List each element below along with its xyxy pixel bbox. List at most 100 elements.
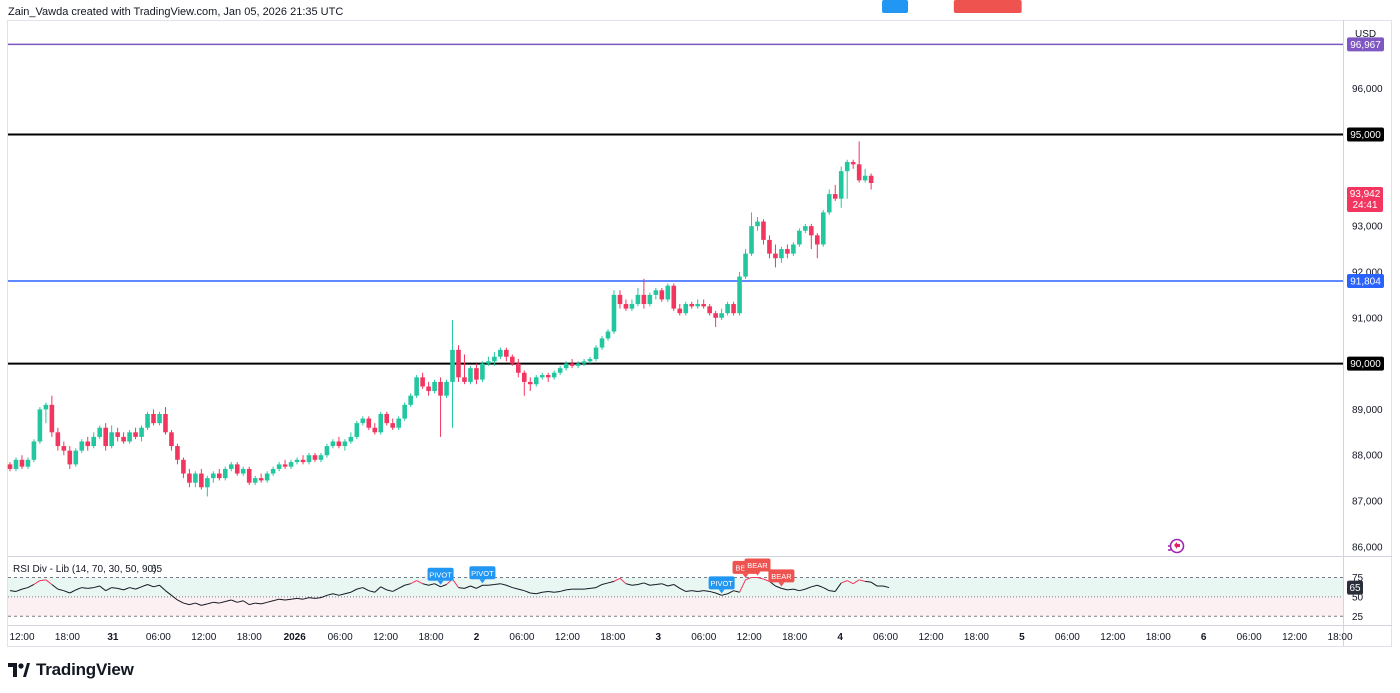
candle-body xyxy=(127,432,132,442)
candle-body xyxy=(462,377,467,382)
candle-body xyxy=(234,464,240,474)
candle-body xyxy=(7,464,13,469)
rsi-line-segment xyxy=(99,585,106,592)
rsi-line-segment xyxy=(846,580,854,585)
time-tick-label: 3 xyxy=(656,632,662,643)
candle-body xyxy=(456,349,461,378)
candle-body xyxy=(193,473,198,483)
rsi-line-segment xyxy=(470,585,477,589)
bear-signal-tag xyxy=(953,0,980,13)
candle-body xyxy=(856,164,862,181)
bear-signal-label: BEAR xyxy=(957,0,978,2)
rsi-line-segment xyxy=(428,583,435,586)
candle-body xyxy=(336,441,342,447)
rsi-line-segment xyxy=(697,590,704,592)
candle-body xyxy=(731,304,736,314)
time-tick-label: 06:00 xyxy=(1237,632,1262,643)
candle-body xyxy=(169,432,174,447)
rsi-line-segment xyxy=(595,584,603,589)
candle-body xyxy=(211,473,216,479)
candle-body xyxy=(862,175,868,181)
rsi-line-segment xyxy=(757,577,764,580)
bear-signal-pointer xyxy=(742,573,749,578)
candle-body xyxy=(360,418,366,424)
candle-body xyxy=(414,377,419,396)
candle-body xyxy=(581,361,587,364)
chart-credit: Zain_Vawda created with TradingView.com,… xyxy=(8,6,344,18)
candle-body xyxy=(342,441,348,447)
pivot-signal-tag xyxy=(427,567,454,581)
rsi-indicator-label[interactable]: RSI Div - Lib (14, 70, 30, 50, 90) xyxy=(13,564,156,575)
rsi-line-segment xyxy=(613,577,621,582)
candlestick-series xyxy=(7,141,874,497)
rsi-line-segment xyxy=(512,587,519,590)
rsi-line-segment xyxy=(231,599,238,603)
time-tick-label: 12:00 xyxy=(918,632,943,643)
rsi-line-segment xyxy=(51,584,59,590)
level-tag-label: 91,804 xyxy=(1350,276,1381,287)
candle-body xyxy=(647,294,653,305)
tradingview-wordmark: TradingView xyxy=(36,660,134,679)
rsi-line-segment xyxy=(870,581,878,587)
candle-body xyxy=(809,226,814,236)
candle-body xyxy=(593,347,599,360)
pivot-signal-pointer xyxy=(479,579,486,584)
rsi-line-segment xyxy=(117,587,124,591)
pivot-signal-pointer xyxy=(437,580,444,585)
rsi-line-segment xyxy=(506,584,513,589)
candle-body xyxy=(330,441,336,447)
candle-body xyxy=(432,381,437,392)
rsi-line-segment xyxy=(703,590,710,592)
tradingview-brand: TradingView xyxy=(8,659,134,681)
candle-body xyxy=(671,285,677,309)
rsi-line-segment xyxy=(261,601,268,605)
candle-body xyxy=(139,427,144,437)
candle-body xyxy=(605,331,611,339)
rsi-line-segment xyxy=(255,602,262,605)
candle-body xyxy=(378,413,384,433)
candle-body xyxy=(797,230,802,245)
rsi-line-segment xyxy=(589,587,597,589)
rsi-line-segment xyxy=(153,584,160,588)
time-tick-label: 18:00 xyxy=(782,632,807,643)
time-tick-label: 12:00 xyxy=(737,632,762,643)
time-axis[interactable]: 12:00 18:00 31 06:00 12:00 18:00 2026 06:00 12:0… xyxy=(9,632,1353,643)
rsi-line-segment xyxy=(530,592,537,595)
rsi-line-segment xyxy=(81,587,88,589)
rsi-line-segment xyxy=(15,588,23,592)
candle-body xyxy=(767,239,772,254)
rsi-line-segment xyxy=(93,585,100,589)
candle-body xyxy=(838,171,844,199)
rsi-line-segment xyxy=(63,590,70,594)
rsi-line-segment xyxy=(368,590,375,593)
rsi-line-segment xyxy=(285,598,292,601)
candle-body xyxy=(402,404,407,419)
rsi-line-segment xyxy=(727,590,734,595)
candle-body xyxy=(803,226,808,231)
candle-body xyxy=(121,436,126,442)
time-tick-label: 06:00 xyxy=(146,632,171,643)
time-tick-label: 18:00 xyxy=(419,632,444,643)
replay-icon[interactable] xyxy=(1168,538,1185,554)
candle-body xyxy=(31,441,37,460)
candle-body xyxy=(163,413,168,433)
candle-body xyxy=(61,446,67,451)
price-tick-label: 96,000 xyxy=(1352,84,1383,95)
time-tick-label: 5 xyxy=(1019,632,1025,643)
rsi-line-segment xyxy=(709,590,716,594)
rsi-line-segment xyxy=(272,598,280,602)
candle-body xyxy=(725,304,730,314)
candle-body xyxy=(629,304,635,309)
candle-body xyxy=(366,418,372,428)
time-tick-label: 12:00 xyxy=(1100,632,1125,643)
candle-body xyxy=(217,473,222,479)
horizontal-levels: 96,967 95,000 91,804 90,000 xyxy=(8,37,1384,371)
candle-body xyxy=(312,455,318,460)
rsi-line-segment xyxy=(859,579,866,582)
candle-body xyxy=(199,473,204,488)
rsi-upper-zone xyxy=(8,577,1343,597)
price-axis[interactable]: 96,000 95,000 93,000 92,000 91,000 90,000 89,0… xyxy=(1352,84,1383,553)
candle-body xyxy=(294,459,300,463)
rsi-line-segment xyxy=(195,602,202,606)
